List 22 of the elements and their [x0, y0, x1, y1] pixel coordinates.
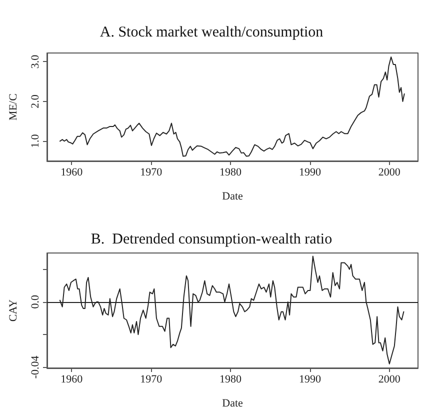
chart-title: A. Stock market wealth/consumption: [100, 24, 324, 40]
y-tick-label: 1.0: [30, 134, 42, 148]
y-tick-label: 0.0: [30, 294, 42, 309]
x-axis-title: Date: [222, 398, 243, 410]
x-tick-label: 1990: [298, 374, 322, 386]
x-tick-label: 1970: [140, 374, 163, 386]
y-axis-title: CAY: [8, 299, 20, 322]
x-tick-label: 2000: [378, 166, 401, 178]
y-axis-title: ME/C: [8, 94, 20, 120]
x-axis-title: Date: [222, 190, 243, 202]
x-tick-label: 2000: [378, 374, 401, 386]
x-tick-label: 1990: [298, 166, 322, 178]
y-tick-label: -0.04: [30, 355, 42, 379]
x-tick-label: 1960: [60, 374, 84, 386]
line-series: [59, 56, 405, 157]
y-tick-label: 2.0: [30, 94, 42, 108]
x-tick-label: 1970: [140, 166, 163, 178]
x-tick-label: 1980: [220, 374, 242, 386]
chart-title: B. Detrended consumption-wealth ratio: [90, 232, 332, 248]
x-tick-label: 1960: [60, 166, 84, 178]
y-tick-label: 3.0: [30, 54, 42, 69]
x-tick-label: 1980: [220, 166, 242, 178]
